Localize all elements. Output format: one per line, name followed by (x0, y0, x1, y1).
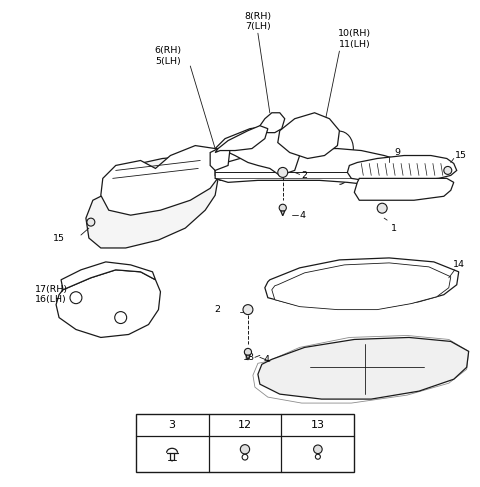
Text: 4: 4 (300, 211, 306, 220)
Text: 18: 18 (243, 353, 255, 362)
Text: 12: 12 (238, 420, 252, 430)
Circle shape (244, 348, 252, 356)
Circle shape (444, 167, 452, 174)
Circle shape (242, 454, 248, 460)
Circle shape (279, 204, 287, 211)
Polygon shape (210, 149, 230, 170)
Polygon shape (246, 355, 250, 360)
Circle shape (87, 218, 95, 226)
Polygon shape (272, 263, 451, 310)
Text: 15: 15 (53, 234, 65, 243)
Text: 14: 14 (453, 261, 465, 269)
Polygon shape (61, 262, 156, 290)
Polygon shape (253, 336, 468, 403)
Text: 4: 4 (264, 355, 270, 364)
Circle shape (243, 305, 253, 315)
Polygon shape (101, 146, 225, 215)
Text: 2: 2 (214, 305, 220, 314)
Circle shape (313, 445, 322, 453)
Circle shape (115, 312, 127, 323)
Polygon shape (215, 149, 424, 188)
Bar (136, 414, 354, 472)
Polygon shape (281, 211, 285, 216)
Text: 9: 9 (394, 148, 400, 157)
Polygon shape (354, 178, 454, 200)
Polygon shape (215, 158, 419, 182)
Text: 13: 13 (311, 420, 325, 430)
Polygon shape (215, 126, 300, 175)
Text: 6(RH)
5(LH): 6(RH) 5(LH) (155, 46, 182, 66)
Text: 15: 15 (455, 151, 467, 160)
Polygon shape (56, 270, 160, 337)
Text: 10(RH)
11(LH): 10(RH) 11(LH) (338, 30, 371, 49)
Text: 8(RH)
7(LH): 8(RH) 7(LH) (244, 12, 272, 31)
Polygon shape (258, 113, 285, 132)
Text: 17(RH)
16(LH): 17(RH) 16(LH) (35, 285, 68, 304)
Text: 2: 2 (301, 171, 308, 180)
Text: 1: 1 (391, 224, 397, 233)
Circle shape (315, 454, 320, 459)
Polygon shape (215, 126, 268, 152)
Polygon shape (86, 155, 218, 248)
Text: 3: 3 (168, 420, 176, 430)
Circle shape (70, 292, 82, 304)
Circle shape (278, 168, 288, 177)
Polygon shape (348, 155, 457, 180)
Polygon shape (258, 337, 468, 399)
Polygon shape (265, 258, 459, 308)
Circle shape (377, 203, 387, 213)
Circle shape (240, 445, 250, 454)
Polygon shape (278, 113, 339, 158)
